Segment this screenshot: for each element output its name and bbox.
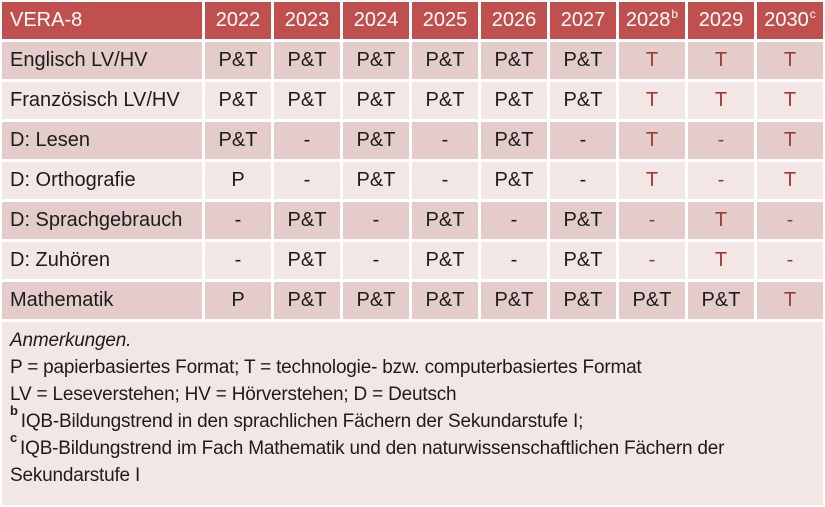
year-header-2024: 2024 [343,2,409,39]
format-cell: - [550,122,616,159]
format-cell: P&T [412,42,478,79]
row-label: Mathematik [2,282,202,319]
format-cell: T [688,242,754,279]
format-cell: - [481,242,547,279]
format-cell: P&T [205,122,271,159]
note-line: P = papierbasiertes Format; T = technolo… [10,354,815,381]
format-cell: - [343,202,409,239]
format-cell: P&T [688,282,754,319]
format-cell: P&T [481,42,547,79]
format-cell: - [688,122,754,159]
format-cell: - [481,202,547,239]
note-superscript: c [10,429,18,445]
format-cell: T [688,202,754,239]
year-header-2027: 2027 [550,2,616,39]
row-label: D: Lesen [2,122,202,159]
format-cell: P [205,162,271,199]
format-cell: - [550,162,616,199]
format-cell: - [205,242,271,279]
format-cell: P&T [343,282,409,319]
note-text: IQB-Bildungstrend in den sprachlichen Fä… [20,411,584,432]
format-cell: P&T [412,282,478,319]
format-cell: - [274,122,340,159]
format-cell: P&T [481,122,547,159]
format-cell: - [412,162,478,199]
note-text: Anmerkungen. [10,330,132,351]
year-header-2022: 2022 [205,2,271,39]
format-cell: P&T [343,82,409,119]
note-line: cIQB-Bildungstrend im Fach Mathematik un… [10,431,815,489]
format-cell: P&T [274,282,340,319]
year-header-2028: 2028 b [619,2,685,39]
format-cell: T [757,162,823,199]
format-cell: - [205,202,271,239]
format-cell: P&T [550,282,616,319]
format-cell: P&T [481,162,547,199]
format-cell: - [688,162,754,199]
format-cell: - [412,122,478,159]
format-cell: P&T [412,242,478,279]
year-header-2023: 2023 [274,2,340,39]
format-cell: P&T [481,282,547,319]
format-cell: P&T [343,42,409,79]
year-header-2029: 2029 [688,2,754,39]
format-cell: P&T [343,162,409,199]
note-line: bIQB-Bildungstrend in den sprachlichen F… [10,404,815,435]
format-cell: P&T [274,242,340,279]
row-label: D: Zuhören [2,242,202,279]
format-cell: - [619,242,685,279]
format-cell: - [343,242,409,279]
format-cell: P&T [274,202,340,239]
format-cell: P&T [481,82,547,119]
row-label: Englisch LV/HV [2,42,202,79]
row-label: Französisch LV/HV [2,82,202,119]
year-header-2025: 2025 [412,2,478,39]
format-cell: T [757,42,823,79]
note-text: P = papierbasiertes Format; T = technolo… [10,357,642,378]
vera8-table: VERA-8 2022 2023 2024 2025 2026 2027 2028 b 2029 2… [2,2,823,319]
format-cell: T [757,82,823,119]
note-line: Anmerkungen. [10,327,815,354]
year-header-2030: 2030 c [757,2,823,39]
note-text: LV = Leseverstehen; HV = Hörverstehen; D… [10,384,457,405]
format-cell: P&T [205,42,271,79]
format-cell: P&T [550,82,616,119]
format-cell: P&T [550,42,616,79]
year-header-2026: 2026 [481,2,547,39]
format-cell: T [619,42,685,79]
format-cell: T [757,282,823,319]
format-cell: P&T [274,42,340,79]
format-cell: P&T [205,82,271,119]
format-cell: P [205,282,271,319]
table-notes: Anmerkungen. P = papierbasiertes Format; … [2,322,823,505]
format-cell: P&T [274,82,340,119]
note-line: LV = Leseverstehen; HV = Hörverstehen; D… [10,381,815,408]
format-cell: P&T [343,122,409,159]
format-cell: - [757,202,823,239]
format-cell: T [757,122,823,159]
format-cell: P&T [550,242,616,279]
note-superscript: b [10,402,18,418]
format-cell: T [619,162,685,199]
row-label: D: Sprachgebrauch [2,202,202,239]
note-text: IQB-Bildungstrend im Fach Mathematik und… [10,438,725,486]
format-cell: - [619,202,685,239]
format-cell: P&T [412,202,478,239]
table-title-cell: VERA-8 [2,2,202,39]
format-cell: P&T [619,282,685,319]
format-cell: T [619,82,685,119]
format-cell: T [688,42,754,79]
format-cell: - [757,242,823,279]
format-cell: P&T [550,202,616,239]
row-label: D: Orthografie [2,162,202,199]
format-cell: T [688,82,754,119]
format-cell: - [274,162,340,199]
format-cell: T [619,122,685,159]
format-cell: P&T [412,82,478,119]
